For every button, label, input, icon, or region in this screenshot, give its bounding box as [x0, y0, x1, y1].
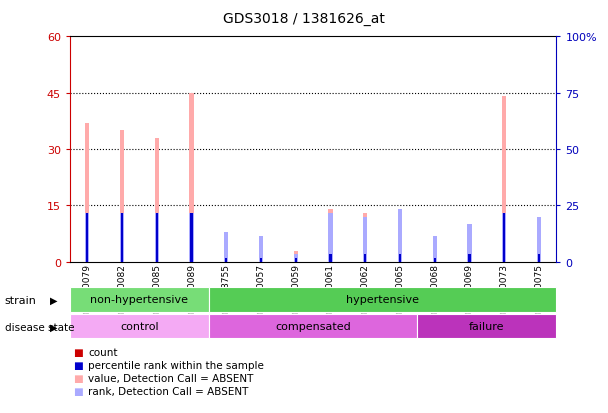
- Bar: [154, 138, 159, 262]
- Bar: [121, 214, 123, 262]
- Text: count: count: [88, 347, 118, 357]
- Bar: [328, 214, 333, 262]
- Bar: [294, 255, 298, 262]
- Bar: [433, 236, 437, 262]
- Bar: [70, 314, 209, 339]
- Text: strain: strain: [5, 295, 36, 305]
- Bar: [434, 259, 436, 262]
- Bar: [398, 210, 402, 262]
- Text: ▶: ▶: [50, 295, 57, 305]
- Bar: [190, 93, 193, 262]
- Bar: [468, 225, 472, 262]
- Bar: [259, 236, 263, 262]
- Text: ■: ■: [73, 347, 83, 357]
- Bar: [259, 236, 263, 262]
- Bar: [363, 217, 367, 262]
- Bar: [260, 259, 262, 262]
- Bar: [85, 123, 89, 262]
- Text: ■: ■: [73, 373, 83, 383]
- Bar: [120, 131, 124, 262]
- Text: ▶: ▶: [50, 322, 57, 332]
- Bar: [190, 214, 193, 262]
- Bar: [538, 255, 540, 262]
- Bar: [156, 214, 158, 262]
- Text: ■: ■: [73, 387, 83, 396]
- Bar: [537, 217, 541, 262]
- Bar: [224, 232, 229, 262]
- Bar: [399, 255, 401, 262]
- Bar: [503, 214, 505, 262]
- Text: ■: ■: [73, 360, 83, 370]
- Text: failure: failure: [469, 321, 505, 331]
- Bar: [433, 236, 437, 262]
- Text: rank, Detection Call = ABSENT: rank, Detection Call = ABSENT: [88, 387, 249, 396]
- Text: control: control: [120, 321, 159, 331]
- Bar: [328, 210, 333, 262]
- Bar: [85, 214, 89, 262]
- Bar: [295, 259, 297, 262]
- Text: percentile rank within the sample: percentile rank within the sample: [88, 360, 264, 370]
- Bar: [417, 314, 556, 339]
- Bar: [502, 97, 506, 262]
- Bar: [468, 255, 471, 262]
- Text: hypertensive: hypertensive: [346, 294, 419, 304]
- Bar: [70, 287, 209, 312]
- Bar: [537, 217, 541, 262]
- Text: value, Detection Call = ABSENT: value, Detection Call = ABSENT: [88, 373, 254, 383]
- Bar: [363, 214, 367, 262]
- Bar: [209, 314, 417, 339]
- Text: disease state: disease state: [5, 322, 74, 332]
- Bar: [224, 232, 229, 262]
- Bar: [154, 214, 159, 262]
- Bar: [330, 255, 331, 262]
- Bar: [364, 255, 367, 262]
- Bar: [502, 214, 506, 262]
- Bar: [209, 287, 556, 312]
- Bar: [225, 259, 227, 262]
- Text: non-hypertensive: non-hypertensive: [91, 294, 188, 304]
- Bar: [190, 214, 193, 262]
- Text: GDS3018 / 1381626_at: GDS3018 / 1381626_at: [223, 12, 385, 26]
- Bar: [398, 210, 402, 262]
- Bar: [86, 214, 88, 262]
- Bar: [468, 225, 472, 262]
- Text: compensated: compensated: [275, 321, 351, 331]
- Bar: [120, 214, 124, 262]
- Bar: [294, 251, 298, 262]
